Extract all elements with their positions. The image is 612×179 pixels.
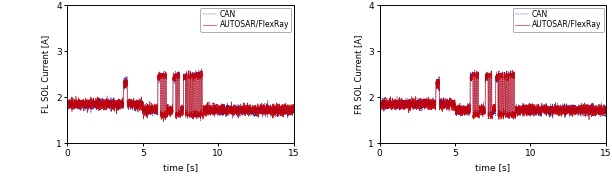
- AUTOSAR/FlexRay: [584, 109, 591, 112]
- X-axis label: time [s]: time [s]: [163, 163, 198, 172]
- CAN: [376, 104, 383, 106]
- Line: CAN: CAN: [67, 70, 294, 121]
- Y-axis label: FR SOL Current [A]: FR SOL Current [A]: [354, 35, 363, 114]
- AUTOSAR/FlexRay: [64, 103, 71, 105]
- AUTOSAR/FlexRay: [171, 78, 179, 80]
- Legend: CAN, AUTOSAR/FlexRay: CAN, AUTOSAR/FlexRay: [513, 8, 603, 32]
- AUTOSAR/FlexRay: [272, 114, 279, 116]
- Y-axis label: FL SOL Current [A]: FL SOL Current [A]: [42, 35, 50, 113]
- AUTOSAR/FlexRay: [585, 119, 592, 121]
- AUTOSAR/FlexRay: [473, 75, 480, 78]
- AUTOSAR/FlexRay: [198, 68, 206, 70]
- CAN: [159, 74, 166, 76]
- AUTOSAR/FlexRay: [160, 120, 167, 122]
- CAN: [473, 76, 480, 78]
- CAN: [64, 99, 71, 101]
- AUTOSAR/FlexRay: [160, 74, 168, 76]
- AUTOSAR/FlexRay: [159, 72, 166, 74]
- CAN: [228, 109, 236, 112]
- AUTOSAR/FlexRay: [595, 108, 603, 110]
- CAN: [595, 107, 603, 109]
- CAN: [584, 110, 591, 112]
- AUTOSAR/FlexRay: [509, 69, 516, 71]
- X-axis label: time [s]: time [s]: [475, 163, 510, 172]
- CAN: [540, 108, 548, 110]
- AUTOSAR/FlexRay: [283, 105, 291, 107]
- CAN: [471, 74, 479, 76]
- AUTOSAR/FlexRay: [602, 110, 610, 112]
- AUTOSAR/FlexRay: [290, 112, 297, 114]
- CAN: [160, 77, 168, 79]
- CAN: [171, 73, 179, 75]
- CAN: [471, 69, 478, 71]
- AUTOSAR/FlexRay: [228, 106, 236, 108]
- CAN: [197, 120, 204, 122]
- CAN: [272, 113, 279, 115]
- CAN: [483, 78, 491, 80]
- AUTOSAR/FlexRay: [540, 108, 548, 110]
- CAN: [283, 109, 291, 111]
- AUTOSAR/FlexRay: [471, 75, 479, 78]
- CAN: [290, 111, 297, 113]
- Legend: CAN, AUTOSAR/FlexRay: CAN, AUTOSAR/FlexRay: [200, 8, 291, 32]
- Line: AUTOSAR/FlexRay: AUTOSAR/FlexRay: [67, 69, 294, 121]
- Line: CAN: CAN: [379, 70, 606, 119]
- CAN: [602, 109, 610, 111]
- AUTOSAR/FlexRay: [376, 104, 383, 106]
- CAN: [485, 118, 492, 120]
- Line: AUTOSAR/FlexRay: AUTOSAR/FlexRay: [379, 70, 606, 120]
- AUTOSAR/FlexRay: [483, 78, 491, 80]
- CAN: [195, 69, 202, 71]
